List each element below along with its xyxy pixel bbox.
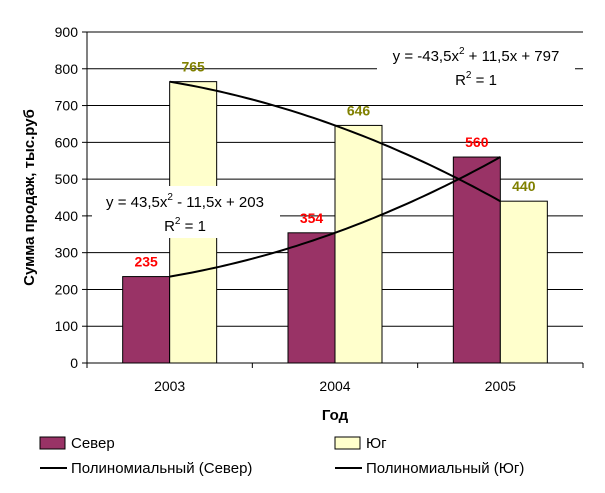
bar-sever <box>287 232 336 364</box>
y-tick-label: 700 <box>55 98 79 114</box>
equation-box <box>92 186 280 238</box>
data-label: 440 <box>512 178 536 194</box>
trendline <box>169 156 501 278</box>
equation-box <box>377 40 575 92</box>
data-label: 646 <box>347 102 371 118</box>
data-label: 765 <box>181 59 205 75</box>
legend-item-trend-yug: Полиномиальный (Юг) <box>335 460 524 477</box>
data-label: 235 <box>134 254 158 270</box>
legend-item-sever: Север <box>39 435 115 452</box>
bar-sever <box>122 276 171 364</box>
y-tick-label: 600 <box>55 134 79 150</box>
y-tick-label: 800 <box>55 61 79 77</box>
axes <box>82 31 584 368</box>
y-tick-label: 0 <box>70 355 78 371</box>
data-label: 560 <box>465 134 489 150</box>
legend-swatch <box>39 436 66 450</box>
trendline-r2: R2 = 1 <box>455 70 497 89</box>
trendline <box>169 80 501 203</box>
y-tick-label: 900 <box>55 24 79 40</box>
trendline-equation: y = 43,5x2 - 11,5x + 203 <box>106 192 264 211</box>
legend-item-yug: Юг <box>334 435 387 452</box>
y-axis-title: Сумма продаж, тыс.руб <box>21 109 38 286</box>
y-tick-label: 400 <box>55 208 79 224</box>
x-tick-label: 2005 <box>485 378 516 394</box>
data-labels: 235 354 560 765 646 440 <box>134 59 535 270</box>
bar-yug <box>499 200 548 364</box>
bar-yug <box>334 124 383 364</box>
x-tick-label: 2003 <box>154 378 185 394</box>
legend-label: Полиномиальный (Юг) <box>366 460 524 477</box>
data-label: 354 <box>300 210 324 226</box>
y-tick-label: 300 <box>55 245 79 261</box>
trendline-equation: y = -43,5x2 + 11,5x + 797 <box>393 46 560 65</box>
y-tick-label: 100 <box>55 318 79 334</box>
legend-label: Полиномиальный (Север) <box>71 460 252 477</box>
x-tick-label: 2004 <box>319 378 350 394</box>
x-axis-title: Год <box>322 407 349 424</box>
legend-label: Юг <box>366 435 387 452</box>
trendline-r2: R2 = 1 <box>164 216 206 235</box>
y-tick-label: 500 <box>55 171 79 187</box>
legend-label: Север <box>71 435 115 452</box>
legend: Север Юг Полиномиальный (Север) Полиномиаль… <box>39 435 524 477</box>
legend-item-trend-sever: Полиномиальный (Север) <box>40 460 252 477</box>
axis-text: 0 100 200 300 400 500 600 700 800 900 2003 2004 2005… <box>21 24 516 424</box>
y-tick-label: 200 <box>55 281 79 297</box>
legend-swatch <box>334 436 361 450</box>
equation-sever: y = 43,5x2 - 11,5x + 203 R2 = 1 <box>106 192 264 235</box>
equation-yug: y = -43,5x2 + 11,5x + 797 R2 = 1 <box>393 46 560 89</box>
